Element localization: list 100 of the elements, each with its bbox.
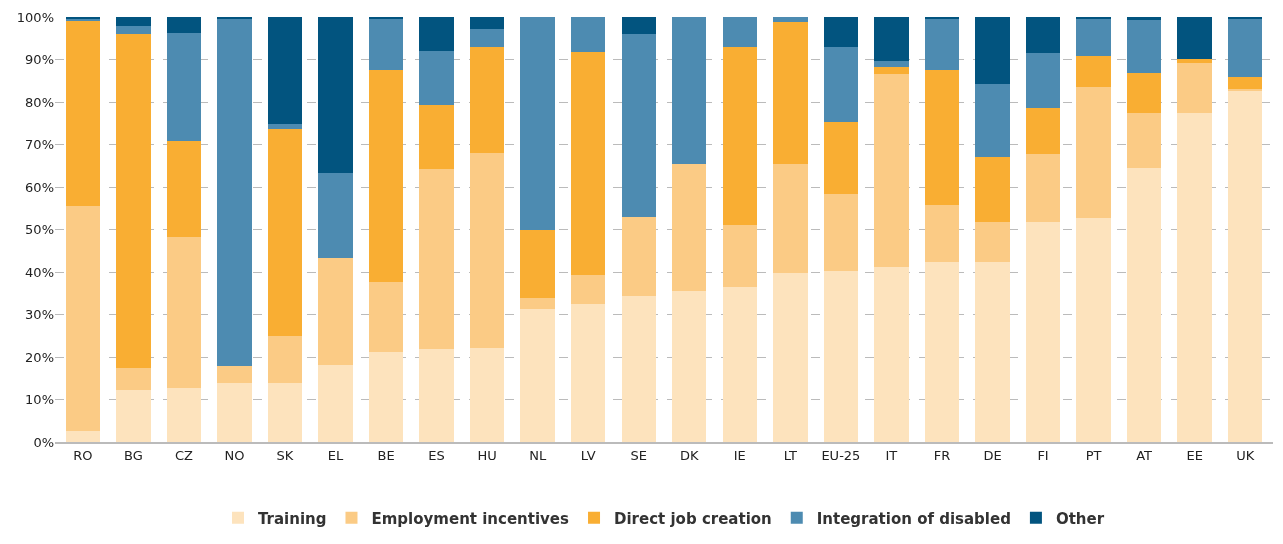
bar <box>419 348 454 442</box>
x-tick-label: BG <box>123 447 143 463</box>
bar <box>621 17 656 34</box>
bar <box>1025 222 1061 442</box>
bar <box>267 335 303 384</box>
x-tick-label: RO <box>73 447 93 463</box>
bar <box>1177 58 1212 63</box>
bar <box>874 73 909 267</box>
bar <box>520 308 555 442</box>
bar <box>267 383 303 442</box>
bar <box>571 17 606 53</box>
x-tick-label: BE <box>377 447 395 463</box>
bar <box>166 141 202 238</box>
bar <box>1076 55 1111 88</box>
bar <box>1126 17 1162 20</box>
bar <box>975 17 1010 84</box>
bar <box>823 271 859 442</box>
bar <box>874 266 909 442</box>
bar <box>874 60 909 67</box>
bar <box>267 17 303 125</box>
bar <box>267 124 303 130</box>
x-tick-label: SE <box>630 447 647 463</box>
bar <box>1177 17 1212 59</box>
y-tick-label: 100% <box>16 9 54 25</box>
bar <box>368 351 404 442</box>
legend-label: Direct job creation <box>614 509 772 528</box>
bar <box>116 368 151 391</box>
bar <box>267 129 303 336</box>
bar <box>116 34 151 369</box>
bar <box>419 50 454 106</box>
x-tick-label: ES <box>428 447 445 463</box>
bar <box>722 17 757 48</box>
bar <box>773 17 808 22</box>
bar <box>1228 18 1263 77</box>
bar <box>975 221 1010 262</box>
bar <box>65 431 100 442</box>
bar <box>571 52 606 276</box>
bar <box>823 193 859 272</box>
bar <box>975 261 1010 442</box>
x-tick-label: AT <box>1136 447 1153 463</box>
bar <box>722 224 757 287</box>
bar <box>217 17 252 20</box>
legend-label: Integration of disabled <box>816 509 1011 528</box>
y-tick-label: 80% <box>25 94 54 110</box>
x-tick-label: NL <box>529 447 547 463</box>
bar <box>1076 217 1111 442</box>
x-tick-label: LT <box>783 447 798 463</box>
bar <box>1228 88 1263 91</box>
bar <box>924 18 960 70</box>
x-tick-label: LV <box>580 447 596 463</box>
bar <box>1126 168 1162 442</box>
x-tick-label: IE <box>733 447 746 463</box>
y-tick-label: 60% <box>25 179 54 195</box>
bar <box>318 365 353 442</box>
bar <box>672 163 707 292</box>
bar <box>166 237 202 389</box>
bar <box>116 390 151 442</box>
bar <box>419 17 454 51</box>
bar <box>571 275 606 304</box>
bar <box>520 297 555 309</box>
bar <box>1025 53 1061 108</box>
bar <box>1025 107 1061 155</box>
bar <box>722 286 757 442</box>
bar <box>874 17 909 61</box>
x-tick-label: FR <box>933 447 951 463</box>
bar <box>166 17 202 34</box>
bar <box>672 291 707 442</box>
bar <box>520 17 555 230</box>
bar <box>823 47 859 123</box>
bar <box>823 122 859 194</box>
bar <box>621 34 656 217</box>
bar <box>469 153 505 349</box>
y-tick-label: 70% <box>25 137 54 153</box>
bar <box>419 168 454 349</box>
bar <box>1228 90 1263 442</box>
bar <box>368 281 404 352</box>
bar <box>773 164 808 274</box>
x-tick-label: IT <box>885 447 898 463</box>
bar <box>217 383 252 442</box>
bar <box>1126 72 1162 114</box>
bar <box>1126 113 1162 169</box>
x-tick-label: DK <box>680 447 700 463</box>
y-tick-label: 0% <box>33 434 54 450</box>
bar <box>773 21 808 165</box>
bar <box>469 17 505 29</box>
bar <box>1177 113 1212 442</box>
bar <box>65 20 100 206</box>
bar <box>419 105 454 169</box>
bar <box>1076 87 1111 218</box>
bar <box>1025 154 1061 223</box>
bar <box>773 273 808 442</box>
bar <box>1228 76 1263 89</box>
bar <box>469 28 505 48</box>
bar <box>469 47 505 154</box>
y-tick-label: 20% <box>25 349 54 365</box>
x-tick-label: EU-25 <box>821 447 861 463</box>
bar <box>874 66 909 74</box>
x-tick-label: CZ <box>174 447 193 463</box>
legend-label: Other <box>1055 509 1105 528</box>
bar <box>65 205 100 432</box>
